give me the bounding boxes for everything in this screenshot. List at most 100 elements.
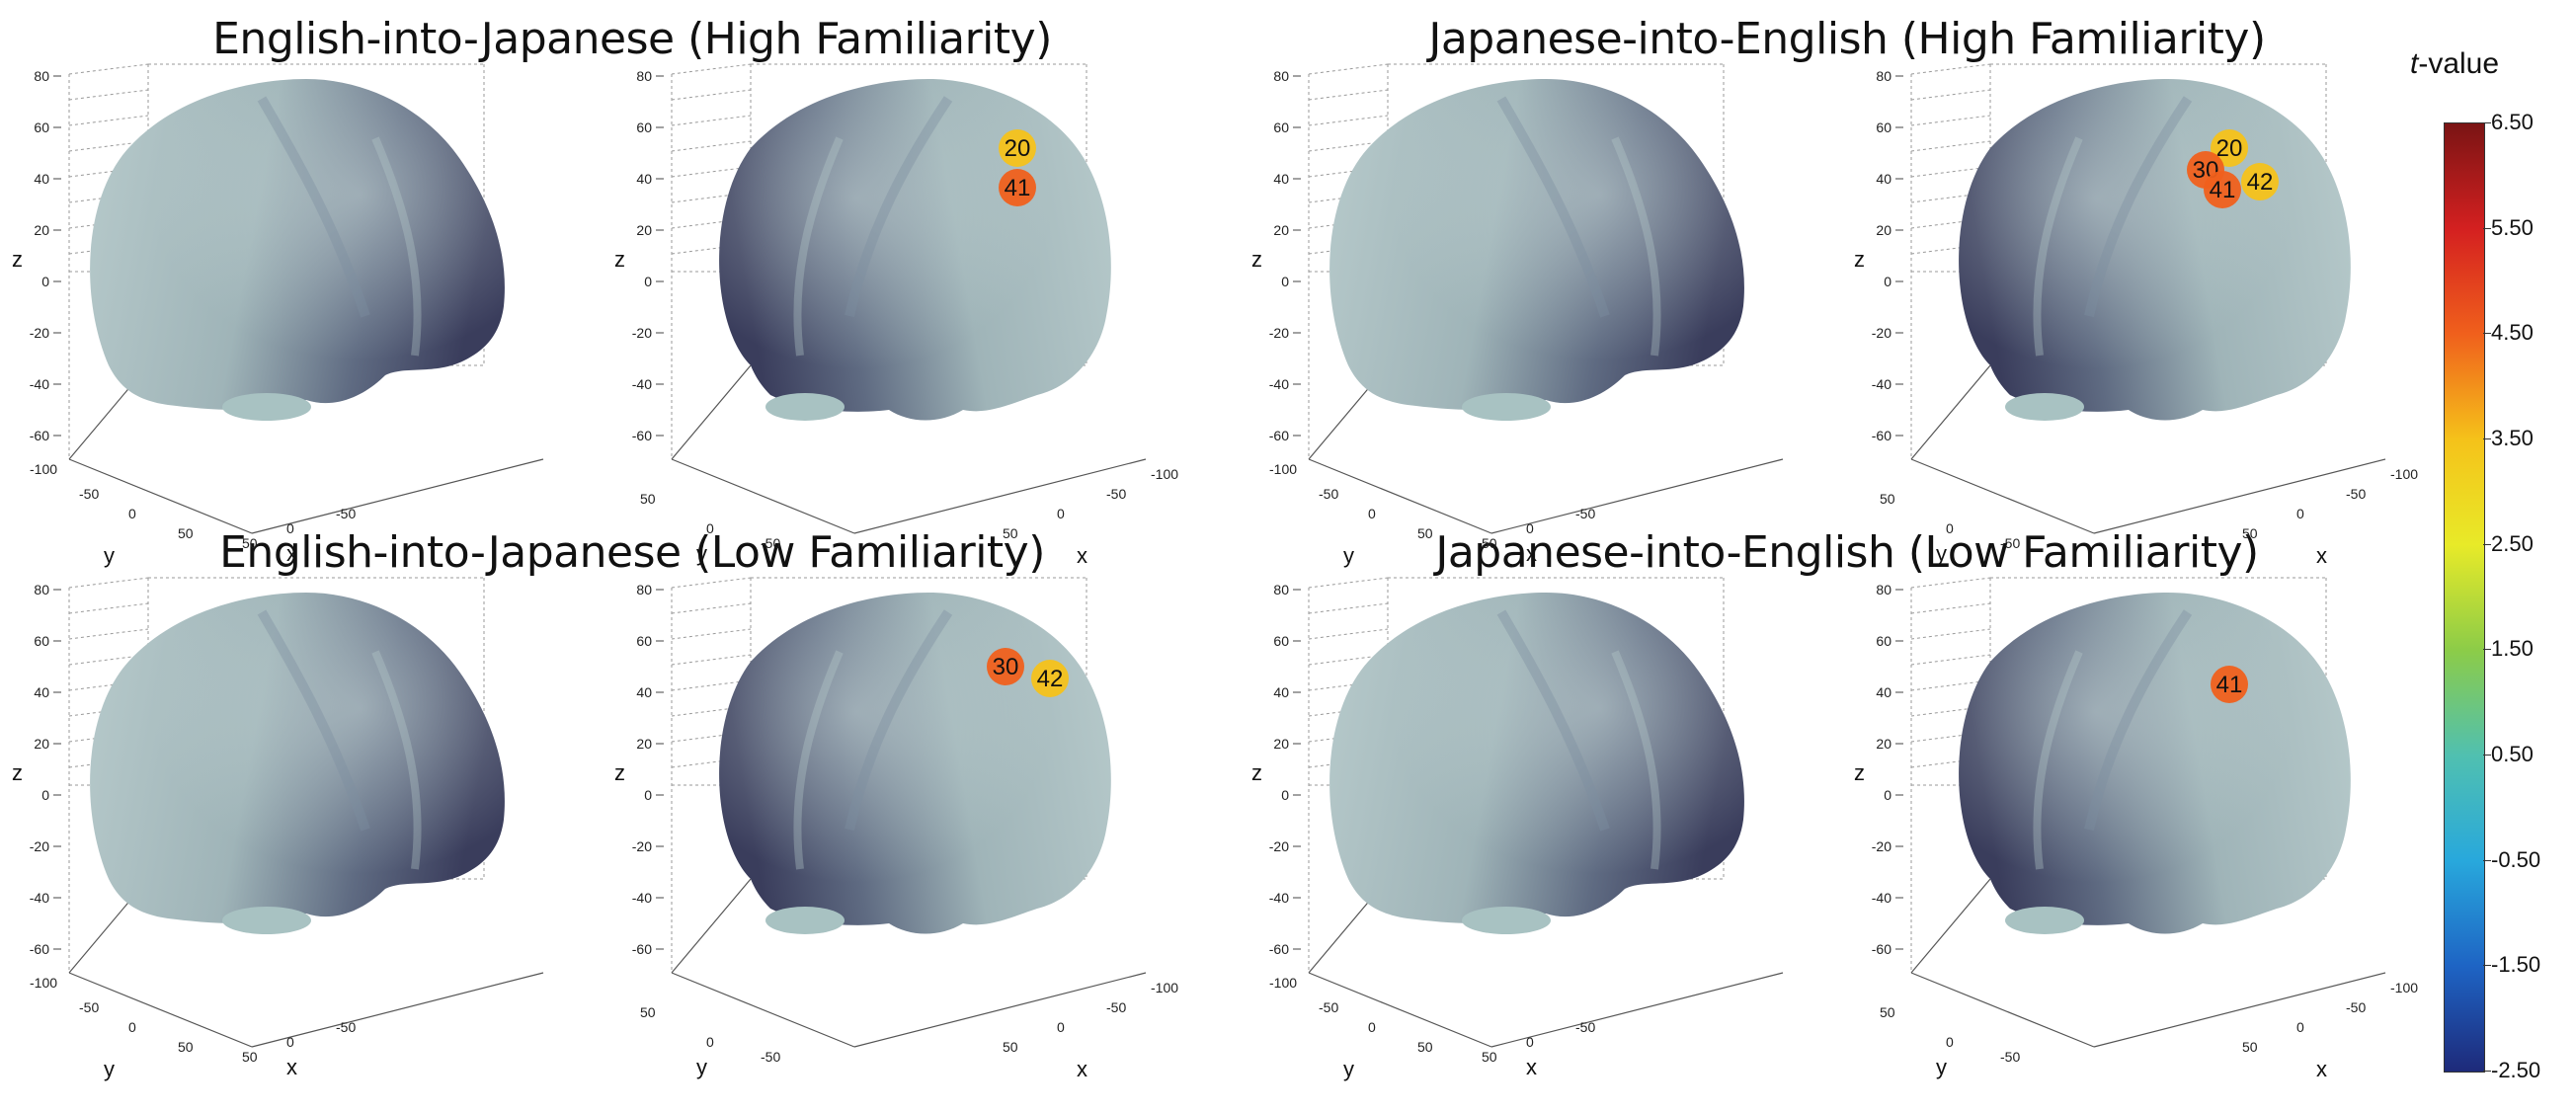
colorbar-tick-label: 0.50 <box>2491 742 2534 766</box>
floor-ticks: -100 -50 0 50 50 0 -50 y x <box>30 975 356 1081</box>
z-tick-label: -40 <box>1872 376 1892 392</box>
x-tick-label: 0 <box>1526 1034 1534 1050</box>
brain-panel: 80 60 40 20 0 -20 -40 -60 z 50 0 -50 50 0 -50 -100 y x 20 3… <box>1852 63 2445 568</box>
colorbar-tick-label: 1.50 <box>2491 636 2534 662</box>
z-tick-label: 60 <box>1876 119 1892 135</box>
brain-surface <box>1959 79 2351 421</box>
sulcus <box>2033 650 2083 870</box>
floor-axes <box>1910 878 2386 1048</box>
brain-highlight <box>1329 593 1744 923</box>
title-j2e-low: Japanese-into-English (Low Familiarity) <box>1435 527 2259 578</box>
x-axis-label: x <box>1077 543 1087 568</box>
brain-surface <box>1329 593 1744 934</box>
z-tick-label: -40 <box>1269 376 1289 392</box>
cerebellum <box>1462 393 1551 421</box>
brain-surface <box>719 79 1111 421</box>
z-tick-label: -40 <box>632 376 652 392</box>
z-tick-label: 20 <box>636 736 652 752</box>
z-axis: 80 60 40 20 0 -20 -40 -60 z <box>1854 68 1903 443</box>
x-tick-label: 50 <box>1482 535 1497 551</box>
x-tick-label: -100 <box>2390 980 2418 995</box>
colorbar <box>2444 122 2485 1073</box>
z-tick-label: -20 <box>632 325 652 341</box>
sulcus <box>845 609 953 832</box>
x-tick-label: -50 <box>1575 506 1595 521</box>
floor-axes <box>671 878 1147 1048</box>
z-tick-label: 0 <box>41 274 49 289</box>
z-axis-label: z <box>12 760 23 785</box>
blob-label: 41 <box>2216 672 2243 698</box>
brain-highlight <box>719 79 1111 421</box>
activation-blob: 41 <box>2211 666 2248 703</box>
blob-circle <box>987 648 1024 685</box>
x-tick-label: 50 <box>1003 525 1018 541</box>
z-tick-label: 60 <box>1876 633 1892 649</box>
x-tick-label: -50 <box>1106 999 1126 1015</box>
brain-highlight <box>90 593 505 923</box>
brain-panel: 80 60 40 20 0 -20 -40 -60 z -100 -50 0 50 50 0 -50 y x <box>1249 63 1842 568</box>
z-tick-label: 0 <box>1281 274 1289 289</box>
y-axis-label: y <box>1343 543 1354 568</box>
z-tick-label: -60 <box>30 941 49 957</box>
z-tick-label: -20 <box>1269 325 1289 341</box>
activation-blob: 30 <box>987 648 1024 685</box>
x-tick-label: 0 <box>286 520 294 536</box>
z-axis: 80 60 40 20 0 -20 -40 -60 z <box>1251 582 1301 957</box>
z-tick-label: 60 <box>636 119 652 135</box>
brain-surface <box>719 593 1111 934</box>
cerebellum <box>222 393 311 421</box>
z-axis-label: z <box>1251 760 1262 785</box>
z-tick-label: 60 <box>34 633 49 649</box>
floor-ticks: -100 -50 0 50 50 0 -50 y x <box>30 461 356 568</box>
x-tick-label: -50 <box>1106 486 1126 502</box>
z-tick-label: -40 <box>1269 890 1289 906</box>
z-tick-label: 0 <box>1884 274 1892 289</box>
z-tick-label: 80 <box>34 68 49 84</box>
cerebellum <box>222 907 311 934</box>
floor-ticks: -100 -50 0 50 50 0 -50 y x <box>1269 461 1595 568</box>
activation-blob: 42 <box>2241 163 2279 200</box>
y-tick-label: 0 <box>128 506 136 521</box>
z-tick-label: 60 <box>1273 119 1289 135</box>
x-tick-label: -50 <box>2346 486 2366 502</box>
brain-surface <box>90 79 505 421</box>
y-axis-label: y <box>104 1057 115 1081</box>
z-tick-label: -20 <box>1872 325 1892 341</box>
colorbar-tick-mark <box>2483 333 2491 335</box>
y-tick-label: -50 <box>2000 1049 2020 1065</box>
brain-plot: 80 60 40 20 0 -20 -40 -60 z 50 0 -50 50 0 -50 -100 y x 30 4… <box>614 577 1178 1081</box>
z-tick-label: -40 <box>1872 890 1892 906</box>
blob-circle <box>999 129 1036 167</box>
x-tick-label: 0 <box>1057 1019 1065 1035</box>
x-tick-label: 0 <box>1526 520 1534 536</box>
z-tick-label: 0 <box>1281 787 1289 803</box>
sulcus <box>1496 96 1610 318</box>
y-tick-label: -50 <box>761 1049 780 1065</box>
z-tick-label: -60 <box>632 941 652 957</box>
colorbar-tick-label: 6.50 <box>2491 110 2534 134</box>
colorbar-title-italic: t <box>2410 47 2419 80</box>
floor-ticks: 50 0 -50 50 0 -50 -100 y x <box>1880 980 2418 1081</box>
z-tick-label: 80 <box>636 68 652 84</box>
z-axis: 80 60 40 20 0 -20 -40 -60 z <box>12 68 61 443</box>
brain-panel: 80 60 40 20 0 -20 -40 -60 z 50 0 -50 50 0 -50 -100 y x 20 4… <box>612 63 1205 568</box>
z-tick-label: -40 <box>632 890 652 906</box>
z-tick-label: 40 <box>1273 171 1289 187</box>
y-axis-label: y <box>1936 1055 1947 1079</box>
brain-panel: 80 60 40 20 0 -20 -40 -60 z 50 0 -50 50 0 -50 -100 y x 30 4… <box>612 577 1205 1081</box>
brain-plot: 80 60 40 20 0 -20 -40 -60 z 50 0 -50 50 0 -50 -100 y x 41 <box>1854 577 2418 1081</box>
blob-circle <box>2211 666 2248 703</box>
colorbar-tick-label: 4.50 <box>2491 320 2534 346</box>
x-tick-label: -50 <box>2346 999 2366 1015</box>
z-tick-label: 20 <box>1273 736 1289 752</box>
colorbar-title-rest: -value <box>2418 47 2500 80</box>
blob-circle <box>1031 660 1069 697</box>
x-axis-label: x <box>2316 543 2327 568</box>
z-tick-label: -20 <box>1872 838 1892 854</box>
x-axis-label: x <box>286 541 297 566</box>
z-tick-label: 40 <box>1876 684 1892 700</box>
z-tick-label: -20 <box>30 325 49 341</box>
sulcus <box>257 96 370 318</box>
brain-highlight <box>1959 593 2351 934</box>
